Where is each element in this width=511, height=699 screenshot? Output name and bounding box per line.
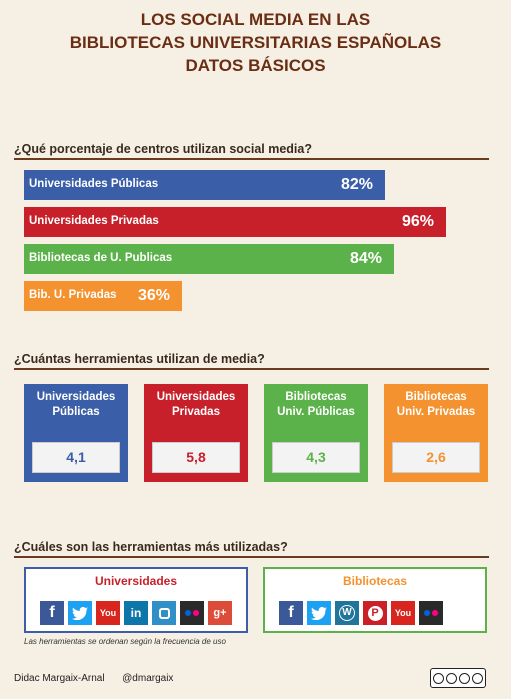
icon-row: f W P You <box>265 601 485 625</box>
bar-value-label: 36% <box>137 287 170 304</box>
bar-value-label: 96% <box>401 213 434 230</box>
bar-value-label: 84% <box>349 250 382 267</box>
linkedin-icon: in <box>124 601 148 625</box>
box-heading: Universidades Privadas <box>144 390 248 420</box>
youtube-icon: You <box>96 601 120 625</box>
box-heading: Universidades Públicas <box>24 390 128 420</box>
box-heading-line2: Univ. Públicas <box>277 406 355 418</box>
bar-category-label: Universidades Públicas <box>29 178 159 190</box>
title-line-2: BIBLIOTECAS UNIVERSITARIAS ESPAÑOLAS <box>69 33 442 52</box>
panel-title: Bibliotecas <box>342 574 408 588</box>
tools-order-note: Las herramientas se ordenan según la fre… <box>24 637 226 646</box>
bar: Universidades Públicas 82% <box>24 170 385 200</box>
box-heading: Bibliotecas Univ. Públicas <box>264 390 368 420</box>
flickr-icon <box>419 601 443 625</box>
facebook-icon: f <box>40 601 64 625</box>
bar: Bibliotecas de U. Publicas 84% <box>24 244 394 274</box>
box-heading-line2: Públicas <box>52 406 100 418</box>
box-heading-line1: Universidades <box>156 391 236 403</box>
box-value: 4,1 <box>32 442 120 473</box>
panel-universidades: Universidades f You in g+ <box>24 567 248 633</box>
delicious-icon <box>447 601 471 625</box>
tuenti-icon <box>152 601 176 625</box>
author-name: Didac Margaix-Arnal <box>14 673 105 684</box>
panel-bibliotecas: Bibliotecas f W P You <box>263 567 487 633</box>
bar-category-label: Universidades Privadas <box>29 215 159 227</box>
bar-category-label: Bib. U. Privadas <box>29 289 117 301</box>
box-universidades-publicas: Universidades Públicas 4,1 <box>24 384 128 482</box>
panel-title: Universidades <box>94 574 178 588</box>
wordpress-icon: W <box>335 601 359 625</box>
bar-value-label: 82% <box>340 176 373 193</box>
google-plus-icon: g+ <box>208 601 232 625</box>
footer-credits: Didac Margaix-Arnal @dmargaix <box>14 673 173 684</box>
pinterest-icon: P <box>363 601 387 625</box>
box-heading-line2: Privadas <box>172 406 220 418</box>
title-line-3: DATOS BÁSICOS <box>185 56 326 75</box>
box-heading-line1: Bibliotecas <box>285 391 347 403</box>
flickr-icon <box>180 601 204 625</box>
youtube-icon: You <box>391 601 415 625</box>
box-universidades-privadas: Universidades Privadas 5,8 <box>144 384 248 482</box>
section-question-percentage: ¿Qué porcentaje de centros utilizan soci… <box>14 142 489 160</box>
section-question-tools-average: ¿Cuántas herramientas utilizan de media? <box>14 352 489 370</box>
twitter-icon <box>307 601 331 625</box>
box-heading-line1: Universidades <box>36 391 116 403</box>
author-handle: @dmargaix <box>122 673 174 684</box>
section-question-top-tools: ¿Cuáles son las herramientas más utiliza… <box>14 540 489 558</box>
box-value: 4,3 <box>272 442 360 473</box>
infographic-title: LOS SOCIAL MEDIA EN LAS BIBLIOTECAS UNIV… <box>0 8 511 77</box>
title-line-1: LOS SOCIAL MEDIA EN LAS <box>140 10 371 29</box>
facebook-icon: f <box>279 601 303 625</box>
box-heading: Bibliotecas Univ. Privadas <box>384 390 488 420</box>
icon-row: f You in g+ <box>26 601 246 625</box>
box-bibliotecas-privadas: Bibliotecas Univ. Privadas 2,6 <box>384 384 488 482</box>
box-value: 5,8 <box>152 442 240 473</box>
box-heading-line2: Univ. Privadas <box>396 406 476 418</box>
bar-category-label: Bibliotecas de U. Publicas <box>29 252 173 264</box>
bar: Universidades Privadas 96% <box>24 207 446 237</box>
creative-commons-icon <box>430 668 486 688</box>
bar: Bib. U. Privadas 36% <box>24 281 182 311</box>
box-heading-line1: Bibliotecas <box>405 391 467 403</box>
box-value: 2,6 <box>392 442 480 473</box>
box-bibliotecas-publicas: Bibliotecas Univ. Públicas 4,3 <box>264 384 368 482</box>
twitter-icon <box>68 601 92 625</box>
